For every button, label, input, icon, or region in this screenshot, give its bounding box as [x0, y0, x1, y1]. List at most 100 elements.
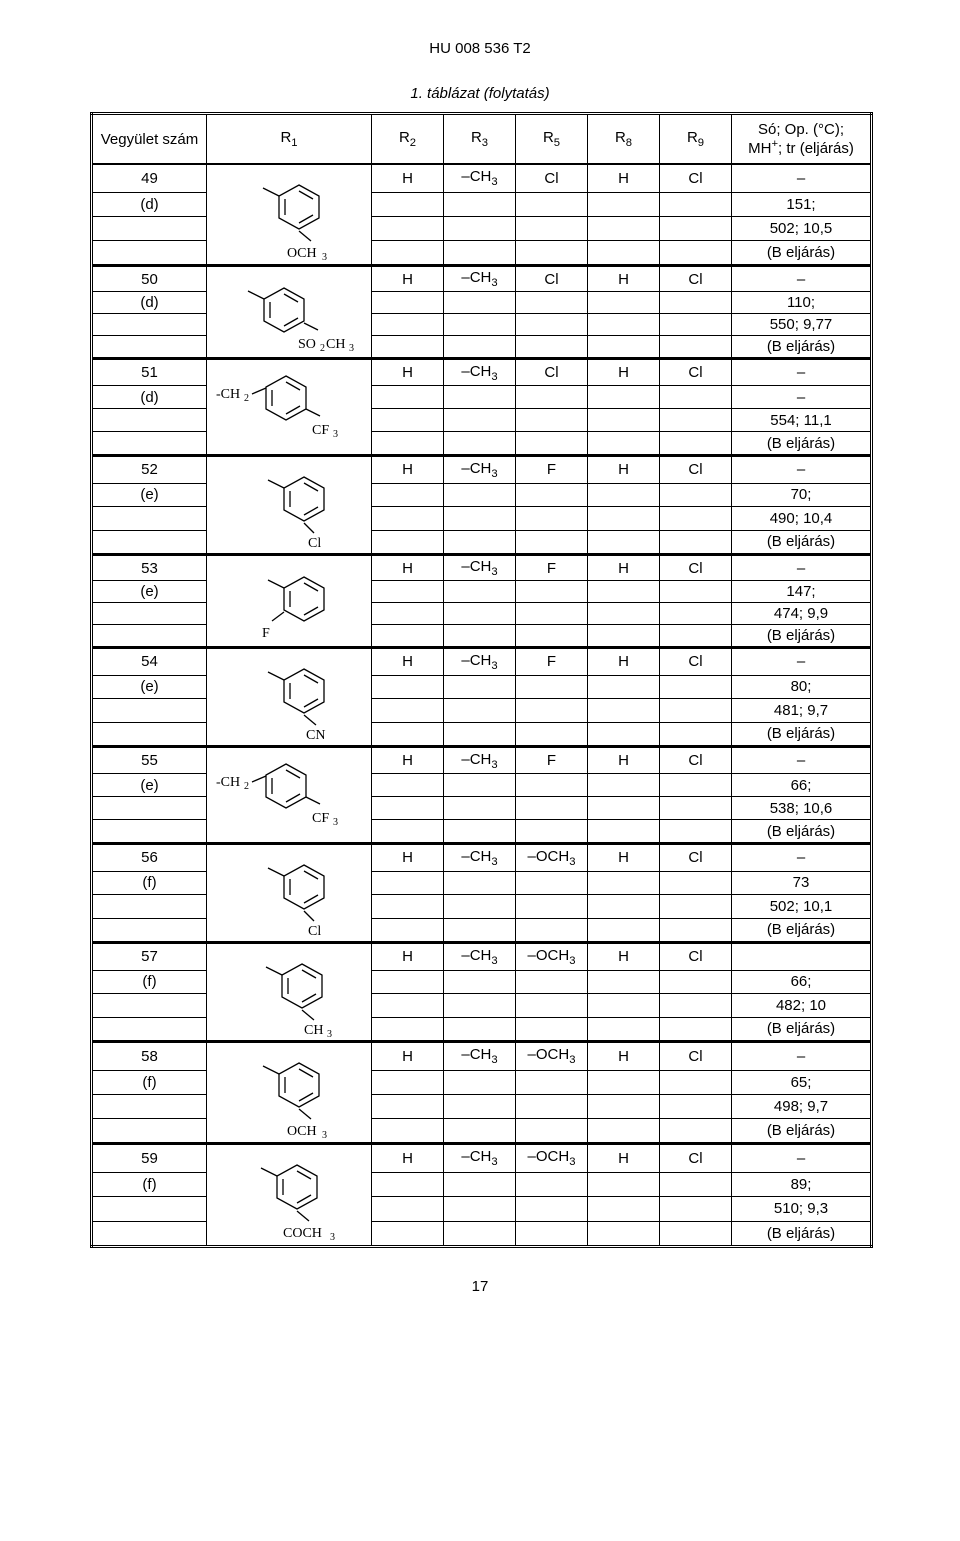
cell-r5: F: [516, 456, 588, 483]
cell-r3: –CH3: [444, 648, 516, 675]
svg-text:2: 2: [244, 781, 249, 792]
cell-value: –: [732, 456, 872, 483]
cell-r9: Cl: [660, 648, 732, 675]
cell-r8: H: [588, 1144, 660, 1172]
cell-value: (B eljárás): [732, 432, 872, 455]
svg-text:OCH: OCH: [287, 246, 317, 261]
compound-number: 54: [92, 648, 207, 675]
cell-value: (B eljárás): [732, 336, 872, 358]
compound-marker: (e): [92, 483, 207, 506]
molecule-structure: Cl: [207, 844, 372, 942]
cell-value: 80;: [732, 675, 872, 698]
cell-value: 151;: [732, 192, 872, 216]
cell-r9: Cl: [660, 164, 732, 192]
svg-text:CF: CF: [312, 423, 329, 438]
cell-value: –: [732, 648, 872, 675]
cell-r8: H: [588, 747, 660, 774]
cell-value: –: [732, 747, 872, 774]
table-row: 50 SO2CH3 H –CH3 Cl H Cl –: [92, 266, 872, 292]
cell-value: 70;: [732, 483, 872, 506]
cell-value: (B eljárás): [732, 722, 872, 745]
svg-text:3: 3: [327, 1029, 332, 1038]
cell-value: –: [732, 386, 872, 409]
cell-r9: Cl: [660, 943, 732, 970]
header-r2: R2: [372, 114, 444, 165]
svg-text:-CH: -CH: [216, 775, 240, 790]
cell-r3: –CH3: [444, 266, 516, 292]
compound-marker: (e): [92, 675, 207, 698]
cell-r5: Cl: [516, 359, 588, 386]
svg-text:3: 3: [322, 252, 327, 262]
cell-value: 510; 9,3: [732, 1197, 872, 1221]
svg-text:2: 2: [244, 393, 249, 404]
cell-r2: H: [372, 359, 444, 386]
cell-value: –: [732, 555, 872, 581]
cell-r9: Cl: [660, 1144, 732, 1172]
table-header-row: Vegyület szám R1 R2 R3 R5 R8 R9 Só; Op. …: [92, 114, 872, 165]
cell-value: (B eljárás): [732, 240, 872, 264]
cell-r2: H: [372, 943, 444, 970]
cell-r2: H: [372, 648, 444, 675]
cell-r9: Cl: [660, 359, 732, 386]
cell-r8: H: [588, 456, 660, 483]
svg-text:3: 3: [322, 1130, 327, 1140]
compound-marker: (d): [92, 292, 207, 314]
svg-text:3: 3: [330, 1232, 335, 1243]
svg-text:-CH: -CH: [216, 387, 240, 402]
cell-r2: H: [372, 1042, 444, 1070]
table-row: 58 OCH3 H –CH3 –OCH3 H Cl –: [92, 1042, 872, 1070]
molecule-structure: COCH3: [207, 1144, 372, 1247]
table-row: 51 -CH2 CF3 H –CH3 Cl H Cl –: [92, 359, 872, 386]
svg-text:CN: CN: [306, 728, 325, 743]
compound-number: 53: [92, 555, 207, 581]
cell-value: –: [732, 1144, 872, 1172]
table-row: 55 -CH2 CF3 H –CH3 F H Cl –: [92, 747, 872, 774]
cell-r8: H: [588, 266, 660, 292]
header-r5: R5: [516, 114, 588, 165]
table-row: 56 Cl H –CH3 –OCH3 H Cl –: [92, 844, 872, 871]
header-r1: R1: [207, 114, 372, 165]
cell-r3: –CH3: [444, 943, 516, 970]
compound-number: 50: [92, 266, 207, 292]
molecule-structure: CN: [207, 648, 372, 746]
cell-r8: H: [588, 359, 660, 386]
cell-value: 550; 9,77: [732, 314, 872, 336]
cell-value: –: [732, 164, 872, 192]
compound-number: 58: [92, 1042, 207, 1070]
compound-marker: (f): [92, 871, 207, 894]
compound-number: 51: [92, 359, 207, 386]
compounds-table: Vegyület szám R1 R2 R3 R5 R8 R9 Só; Op. …: [90, 112, 873, 1248]
cell-r8: H: [588, 844, 660, 871]
cell-r2: H: [372, 266, 444, 292]
cell-r5: –OCH3: [516, 1144, 588, 1172]
cell-r9: Cl: [660, 456, 732, 483]
cell-r2: H: [372, 844, 444, 871]
svg-text:2: 2: [320, 343, 325, 354]
svg-text:3: 3: [349, 343, 354, 354]
compound-number: 52: [92, 456, 207, 483]
compound-marker: (e): [92, 774, 207, 797]
cell-r2: H: [372, 555, 444, 581]
cell-r5: F: [516, 747, 588, 774]
cell-r8: H: [588, 1042, 660, 1070]
svg-text:3: 3: [333, 429, 338, 440]
molecule-structure: F: [207, 555, 372, 647]
molecule-structure: OCH 3: [207, 164, 372, 265]
cell-value: 538; 10,6: [732, 797, 872, 820]
cell-value: 490; 10,4: [732, 507, 872, 530]
compound-marker: (d): [92, 192, 207, 216]
cell-r2: H: [372, 456, 444, 483]
table-row: 54 CN H –CH3 F H Cl –: [92, 648, 872, 675]
table-caption: 1. táblázat (folytatás): [90, 85, 870, 102]
cell-value: (B eljárás): [732, 918, 872, 941]
cell-value: 147;: [732, 581, 872, 603]
cell-value: 66;: [732, 970, 872, 993]
svg-text:OCH: OCH: [287, 1124, 317, 1139]
header-r8: R8: [588, 114, 660, 165]
cell-value: 73: [732, 871, 872, 894]
table-row: 53 F H –CH3 F H Cl –: [92, 555, 872, 581]
cell-r9: Cl: [660, 266, 732, 292]
cell-value: 110;: [732, 292, 872, 314]
cell-r5: F: [516, 555, 588, 581]
cell-r3: –CH3: [444, 164, 516, 192]
